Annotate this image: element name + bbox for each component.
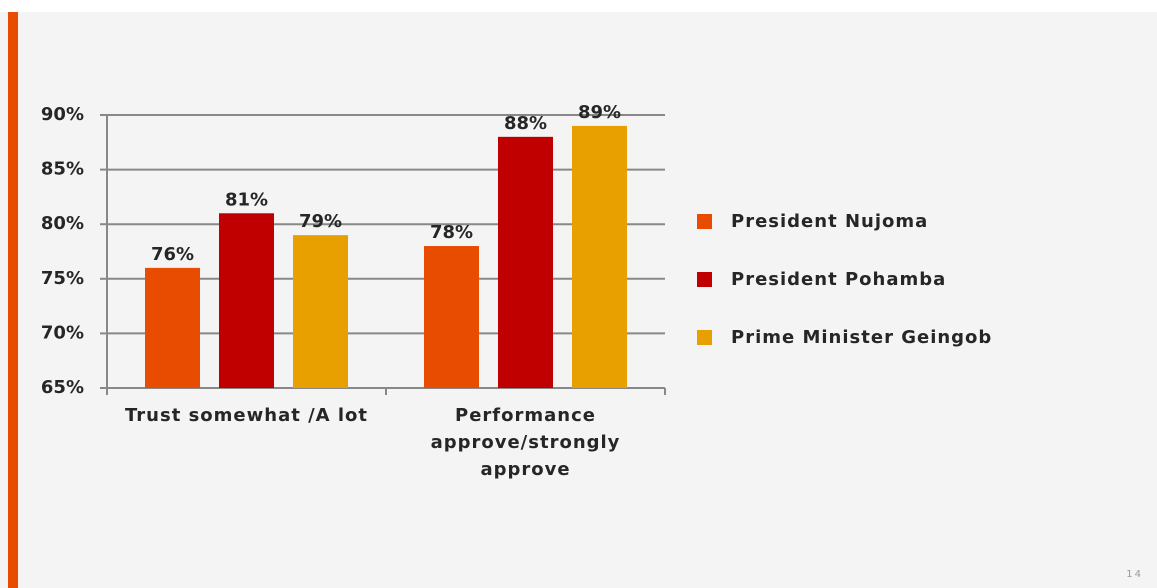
data-label: 89% [578, 102, 621, 123]
legend-label: Prime Minister Geingob [731, 327, 993, 348]
top-strip [0, 0, 1157, 12]
y-tick-label: 85% [41, 159, 84, 180]
legend-swatch [697, 272, 712, 287]
y-tick-label: 75% [41, 268, 84, 289]
page-number: 14 [1126, 569, 1143, 580]
data-label: 78% [430, 222, 473, 243]
y-tick-label: 70% [41, 322, 84, 343]
x-tick-label: Performance approve/strongly approve [430, 405, 621, 480]
bar [145, 267, 200, 388]
y-tick-label: 80% [41, 213, 84, 234]
data-label: 79% [299, 211, 342, 232]
y-tick-label: 90% [41, 104, 84, 125]
legend-label: President Pohamba [731, 269, 947, 290]
y-tick-label: 65% [41, 377, 84, 398]
legend-swatch [697, 330, 712, 345]
data-label: 76% [151, 244, 194, 265]
legend-swatch [697, 214, 712, 229]
data-label: 88% [504, 113, 547, 134]
bar [293, 235, 348, 388]
data-label: 81% [225, 189, 268, 210]
legend-label: President Nujoma [731, 211, 929, 232]
x-tick-label: Trust somewhat /A lot [125, 405, 368, 426]
accent-bar [8, 12, 18, 588]
bar [219, 213, 274, 388]
bar [424, 246, 479, 388]
bar [572, 125, 627, 389]
bar [498, 136, 553, 388]
